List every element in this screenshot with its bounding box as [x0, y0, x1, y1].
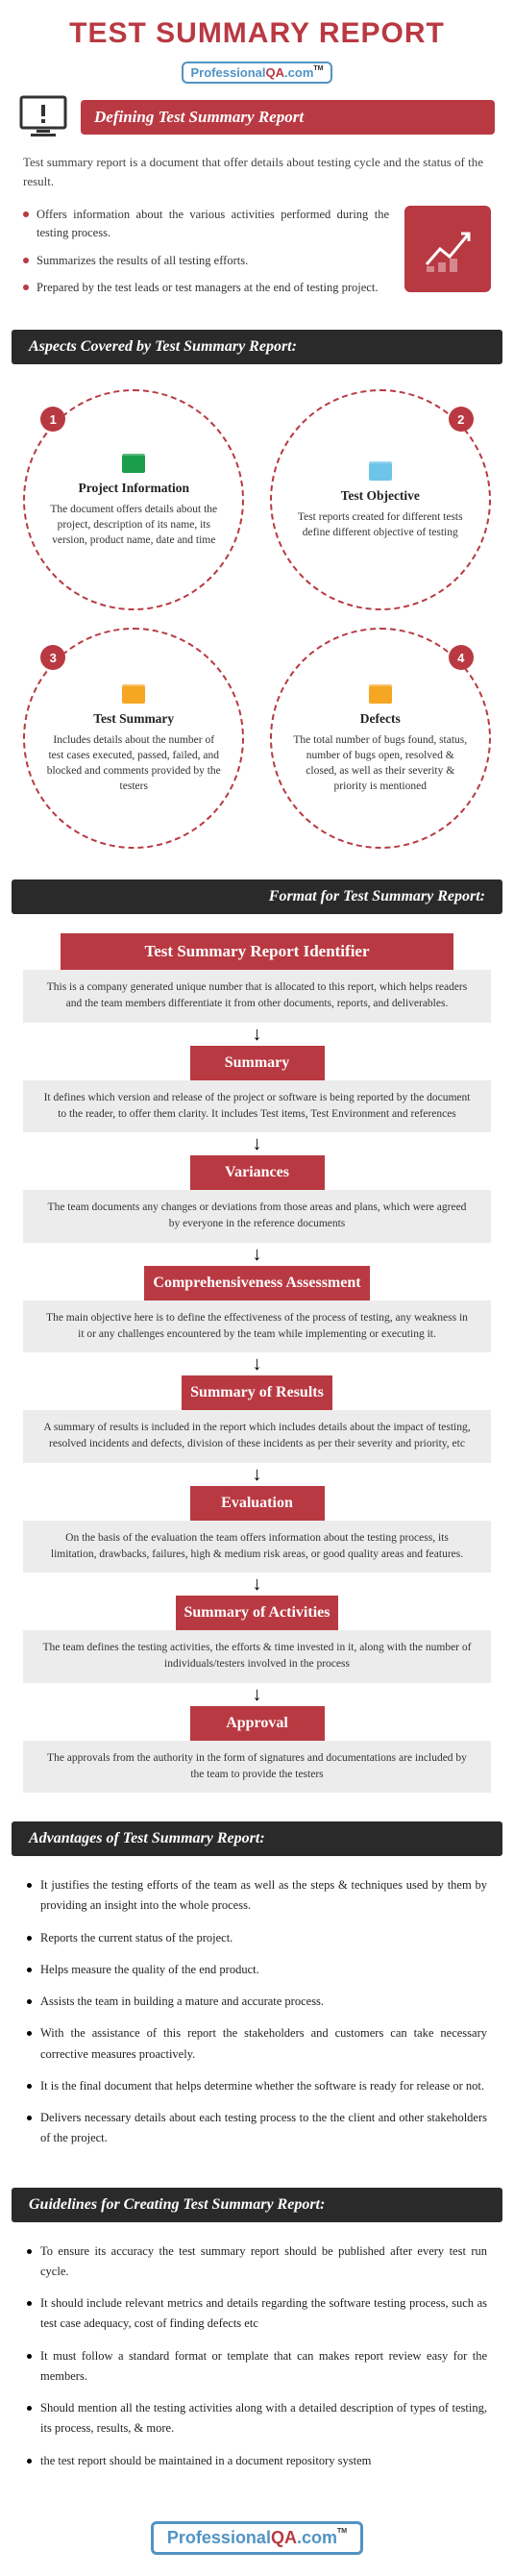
- aspect-number-badge: 4: [449, 645, 474, 670]
- format-step-header: Evaluation: [190, 1486, 325, 1521]
- arrow-down-icon: ↓: [12, 1132, 502, 1155]
- aspect-number-badge: 3: [40, 645, 65, 670]
- aspect-description: Includes details about the number of tes…: [46, 732, 221, 794]
- aspect-icon: [120, 682, 147, 706]
- format-step-header: Test Summary Report Identifier: [61, 933, 453, 970]
- arrow-down-icon: ↓: [12, 1683, 502, 1706]
- arrow-down-icon: ↓: [12, 1463, 502, 1486]
- aspect-icon: [120, 452, 147, 475]
- advantages-list: It justifies the testing efforts of the …: [0, 1862, 514, 2182]
- format-step-header: Approval: [190, 1706, 325, 1741]
- advantage-item: Delivers necessary details about each te…: [27, 2108, 487, 2149]
- format-step-description: This is a company generated unique numbe…: [23, 970, 491, 1023]
- footer-brand-logo: ProfessionalQA.comTM: [151, 2521, 363, 2555]
- section-defining-banner: Defining Test Summary Report: [81, 100, 495, 135]
- aspect-icon: [367, 459, 394, 483]
- format-step-header: Variances: [190, 1155, 325, 1190]
- arrow-down-icon: ↓: [12, 1243, 502, 1266]
- page-title: TEST SUMMARY REPORT: [0, 0, 514, 58]
- aspect-title: Test Summary: [93, 711, 174, 727]
- aspect-circle: 2 Test Objective Test reports created fo…: [270, 389, 491, 610]
- section-format-banner: Format for Test Summary Report:: [12, 879, 502, 914]
- aspect-circle: 4 Defects The total number of bugs found…: [270, 628, 491, 849]
- guidelines-list: To ensure its accuracy the test summary …: [0, 2228, 514, 2504]
- guideline-item: Should mention all the testing activitie…: [27, 2398, 487, 2440]
- advantage-item: Assists the team in building a mature an…: [27, 1992, 487, 2012]
- section-guidelines-banner: Guidelines for Creating Test Summary Rep…: [12, 2188, 502, 2222]
- guideline-item: To ensure its accuracy the test summary …: [27, 2242, 487, 2283]
- chart-up-icon: [404, 206, 491, 292]
- intro-bullet-item: Summarizes the results of all testing ef…: [23, 252, 389, 270]
- aspect-description: The total number of bugs found, status, …: [293, 732, 468, 794]
- format-step-description: The team documents any changes or deviat…: [23, 1190, 491, 1243]
- intro-bullet-list: Offers information about the various act…: [23, 206, 389, 307]
- aspect-description: Test reports created for different tests…: [293, 509, 468, 540]
- aspect-circle: 1 Project Information The document offer…: [23, 389, 244, 610]
- aspect-circle: 3 Test Summary Includes details about th…: [23, 628, 244, 849]
- format-step-header: Summary of Results: [182, 1375, 332, 1410]
- format-step-header: Comprehensiveness Assessment: [144, 1266, 369, 1300]
- arrow-down-icon: ↓: [12, 1023, 502, 1046]
- guideline-item: the test report should be maintained in …: [27, 2451, 487, 2471]
- intro-text: Test summary report is a document that o…: [0, 153, 514, 200]
- advantage-item: Reports the current status of the projec…: [27, 1928, 487, 1948]
- format-step-description: The approvals from the authority in the …: [23, 1741, 491, 1794]
- advantage-item: Helps measure the quality of the end pro…: [27, 1960, 487, 1980]
- intro-bullet-item: Prepared by the test leads or test manag…: [23, 279, 389, 297]
- intro-bullet-item: Offers information about the various act…: [23, 206, 389, 242]
- arrow-down-icon: ↓: [12, 1573, 502, 1596]
- format-step-description: It defines which version and release of …: [23, 1080, 491, 1133]
- format-step-description: The team defines the testing activities,…: [23, 1630, 491, 1683]
- format-step-header: Summary of Activities: [176, 1596, 339, 1630]
- brand-logo: ProfessionalQA.comTM: [182, 62, 333, 84]
- advantage-item: It is the final document that helps dete…: [27, 2076, 487, 2096]
- aspect-number-badge: 2: [449, 407, 474, 432]
- aspect-title: Project Information: [78, 481, 189, 496]
- guideline-item: It must follow a standard format or temp…: [27, 2346, 487, 2388]
- section-aspects-banner: Aspects Covered by Test Summary Report:: [12, 330, 502, 364]
- aspect-title: Test Objective: [341, 488, 420, 504]
- section-advantages-banner: Advantages of Test Summary Report:: [12, 1821, 502, 1856]
- format-step-header: Summary: [190, 1046, 325, 1080]
- format-step-description: The main objective here is to define the…: [23, 1300, 491, 1353]
- format-step-description: On the basis of the evaluation the team …: [23, 1521, 491, 1573]
- advantage-item: With the assistance of this report the s…: [27, 2023, 487, 2065]
- advantage-item: It justifies the testing efforts of the …: [27, 1875, 487, 1917]
- aspect-description: The document offers details about the pr…: [46, 502, 221, 548]
- guideline-item: It should include relevant metrics and d…: [27, 2293, 487, 2335]
- aspect-icon: [367, 682, 394, 706]
- format-step-description: A summary of results is included in the …: [23, 1410, 491, 1463]
- arrow-down-icon: ↓: [12, 1352, 502, 1375]
- aspect-title: Defects: [360, 711, 401, 727]
- monitor-icon: [19, 95, 67, 139]
- aspect-number-badge: 1: [40, 407, 65, 432]
